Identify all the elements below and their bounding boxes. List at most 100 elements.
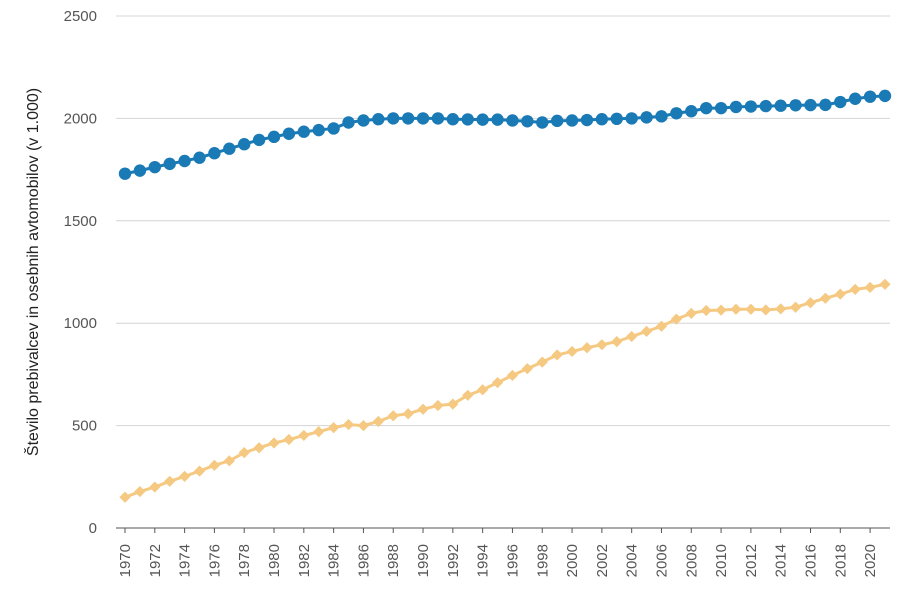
x-tick-label: 1986 [355, 544, 372, 577]
data-point [342, 418, 355, 431]
data-point [536, 116, 549, 129]
data-point [521, 363, 533, 375]
x-tick-label: 2018 [832, 544, 849, 577]
data-point [775, 303, 787, 315]
data-point [238, 138, 251, 151]
data-point [640, 111, 653, 124]
y-tick-label: 1500 [64, 213, 97, 230]
data-point [685, 105, 698, 118]
data-point [550, 114, 564, 128]
data-point [699, 101, 713, 115]
data-point [729, 100, 743, 114]
y-tick-label: 500 [72, 418, 97, 435]
data-point [327, 122, 340, 135]
data-point [521, 115, 534, 128]
data-point [387, 112, 400, 125]
series-line [124, 94, 886, 176]
data-point [804, 297, 817, 309]
data-point [476, 113, 489, 126]
x-tick-label: 2006 [653, 544, 670, 577]
x-tick-label: 1980 [266, 544, 283, 577]
data-point [357, 114, 370, 127]
data-point [715, 304, 727, 316]
data-point [402, 408, 414, 420]
x-tick-label: 1982 [296, 544, 313, 577]
data-point [491, 113, 504, 126]
data-point [416, 112, 430, 125]
x-tick-label: 1974 [177, 544, 194, 577]
data-point [134, 485, 146, 498]
data-point [372, 415, 384, 428]
data-point [655, 320, 668, 332]
data-point [670, 107, 683, 120]
data-point [565, 114, 579, 127]
data-point [447, 398, 459, 410]
data-point [655, 110, 668, 123]
x-tick-label: 2004 [624, 544, 641, 577]
x-tick-label: 1996 [504, 544, 521, 577]
data-point [819, 98, 832, 112]
data-point [462, 389, 474, 401]
data-point [491, 376, 504, 389]
data-point [551, 349, 563, 361]
data-point [342, 116, 355, 129]
data-point [848, 92, 862, 105]
data-point [253, 442, 265, 454]
data-point [208, 459, 221, 471]
data-point [312, 123, 325, 137]
x-tick-label: 2000 [564, 544, 581, 577]
data-point [804, 98, 817, 112]
data-point [223, 455, 235, 467]
data-point [685, 307, 697, 319]
data-point [282, 127, 296, 140]
data-point [581, 342, 593, 354]
data-point [625, 112, 638, 125]
data-point [760, 304, 772, 316]
x-tick-label: 1998 [534, 544, 551, 577]
data-point [357, 420, 370, 432]
data-point [238, 447, 250, 459]
x-tick-label: 1978 [236, 544, 253, 577]
data-point [401, 112, 415, 125]
x-tick-label: 1994 [475, 544, 492, 577]
data-point [283, 433, 295, 446]
x-tick-label: 1992 [445, 544, 462, 577]
data-point [372, 113, 385, 126]
data-point [328, 422, 340, 434]
x-tick-label: 2008 [683, 544, 700, 577]
data-point [446, 113, 460, 126]
data-point [789, 301, 802, 313]
data-point [431, 112, 445, 125]
data-point [670, 313, 682, 325]
y-axis-ticks: 0 500 1000 1500 2000 2500 [64, 8, 97, 537]
x-tick-label: 1972 [147, 544, 164, 577]
series-population [118, 89, 892, 180]
x-tick-label: 1990 [415, 544, 432, 577]
data-point [714, 101, 728, 115]
data-point [640, 325, 653, 337]
data-point [223, 142, 236, 155]
data-point [267, 130, 281, 144]
data-point [387, 410, 399, 422]
data-point [252, 133, 266, 147]
y-tick-label: 2500 [64, 8, 97, 25]
data-point [536, 356, 548, 368]
data-point [626, 330, 638, 343]
data-point [611, 336, 623, 348]
data-point [164, 475, 176, 487]
gridlines [116, 15, 890, 529]
data-point [789, 99, 802, 112]
data-point [268, 437, 280, 449]
data-point [566, 345, 578, 358]
data-point [774, 99, 787, 112]
data-point [477, 384, 489, 396]
data-point [148, 160, 162, 174]
data-point [744, 100, 758, 113]
data-point [432, 399, 444, 412]
series [118, 89, 892, 503]
data-point [506, 369, 519, 382]
y-tick-label: 2000 [64, 110, 97, 127]
data-point [849, 283, 861, 296]
data-point [878, 89, 892, 103]
